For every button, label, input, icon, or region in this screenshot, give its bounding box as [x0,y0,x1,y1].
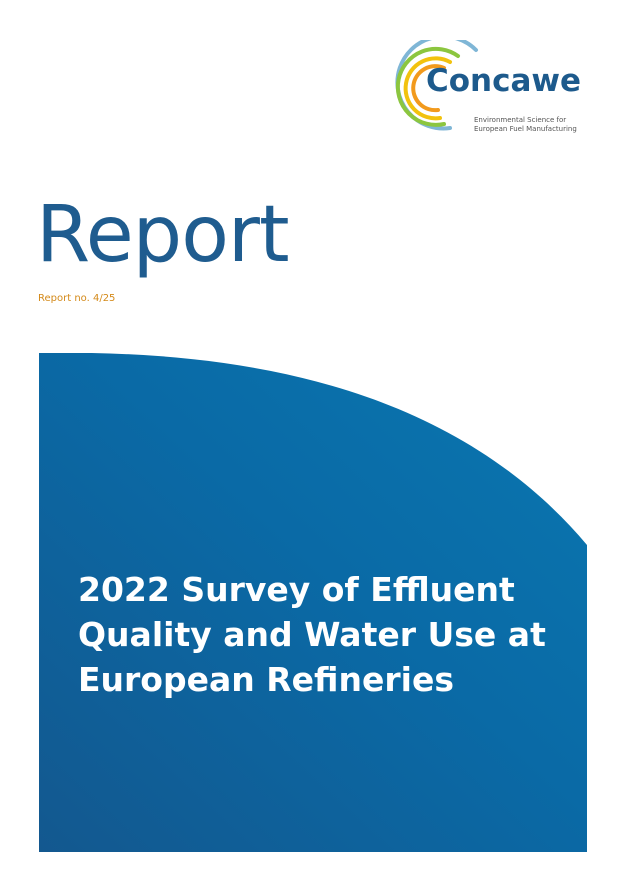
title-banner [39,353,587,852]
logo-arcs-icon [395,40,478,131]
logo-tagline: Environmental Science for European Fuel … [474,116,584,134]
concawe-logo: Concawe Environmental Science for Europe… [388,40,588,140]
document-title: 2022 Survey of Effluent Quality and Wate… [78,567,578,702]
logo-tagline-line1: Environmental Science for [474,116,567,124]
report-heading: Report [36,190,290,280]
logo-tagline-line2: European Fuel Manufacturing [474,125,577,133]
report-number: Report no. 4/25 [38,293,116,304]
logo-wordmark: Concawe [426,63,582,99]
document-title-line3: European Refineries [78,660,454,699]
document-title-line1: 2022 Survey of Effluent [78,570,515,609]
document-title-line2: Quality and Water Use at [78,615,546,654]
